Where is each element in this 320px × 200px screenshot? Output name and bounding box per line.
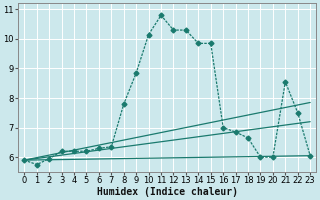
X-axis label: Humidex (Indice chaleur): Humidex (Indice chaleur) [97,186,238,197]
